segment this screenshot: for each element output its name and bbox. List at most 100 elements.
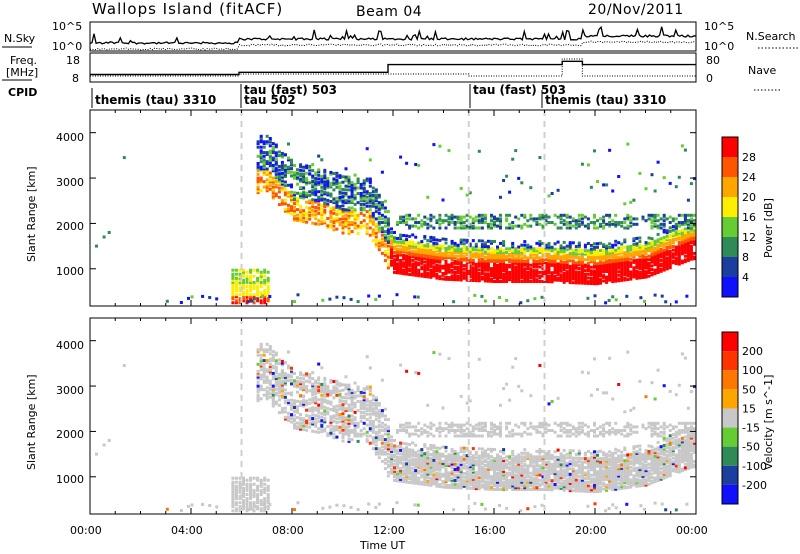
- power-cell: [541, 272, 545, 276]
- velocity-cell: [411, 472, 415, 476]
- power-cell: [496, 263, 499, 267]
- power-cell: [693, 226, 696, 230]
- power-cell: [647, 267, 651, 271]
- power-cell: [556, 267, 560, 271]
- velocity-cell: [402, 429, 406, 432]
- velocity-cell: [390, 455, 393, 459]
- power-cell: [359, 192, 363, 195]
- power-cell: [583, 265, 587, 269]
- power-cell: [468, 191, 472, 195]
- power-cell: [329, 209, 333, 212]
- power-cell: [641, 250, 645, 254]
- power-cell: [453, 270, 457, 274]
- power-cell: [462, 251, 466, 255]
- power-cell: [480, 221, 484, 224]
- power-cell: [547, 260, 551, 264]
- velocity-cell: [268, 372, 272, 376]
- velocity-cell: [459, 427, 463, 431]
- velocity-cell: [386, 425, 390, 429]
- power-cell: [568, 253, 572, 257]
- power-cell: [432, 238, 436, 242]
- velocity-cell: [277, 383, 281, 387]
- velocity-cell: [314, 388, 318, 392]
- velocity-cell: [290, 415, 293, 418]
- power-cell: [626, 269, 630, 272]
- power-cell: [468, 249, 472, 253]
- power-cell: [465, 276, 469, 280]
- power-cell: [641, 254, 645, 258]
- power-cell: [583, 243, 587, 247]
- velocity-cell: [423, 452, 427, 456]
- power-cell: [383, 237, 387, 241]
- power-cell: [408, 245, 412, 249]
- velocity-cell: [505, 484, 509, 488]
- power-cell: [577, 274, 581, 278]
- power-cell: [662, 243, 666, 247]
- power-cell: [480, 243, 484, 247]
- power-cell: [577, 213, 581, 217]
- velocity-cell: [438, 457, 442, 461]
- velocity-cell: [280, 381, 284, 385]
- power-cell: [653, 257, 657, 261]
- velocity-cell: [274, 375, 278, 379]
- power-cell: [265, 162, 269, 165]
- power-cell: [320, 182, 324, 186]
- velocity-cell: [685, 502, 689, 506]
- power-cell: [302, 212, 306, 216]
- power-cell: [390, 263, 393, 267]
- power-cell: [568, 246, 572, 250]
- power-cell: [417, 270, 421, 274]
- power-cell: [405, 222, 409, 226]
- power-cell: [505, 267, 509, 271]
- power-cell: [568, 259, 572, 263]
- velocity-cell: [411, 477, 415, 481]
- velocity-cell: [386, 439, 390, 443]
- power-cell: [402, 254, 406, 257]
- velocity-cell: [347, 414, 351, 418]
- power-cell: [490, 278, 493, 281]
- velocity-cell: [245, 509, 249, 513]
- velocity-cell: [271, 397, 275, 401]
- power-cell: [493, 217, 496, 221]
- power-cell: [565, 244, 569, 248]
- velocity-cell: [405, 449, 409, 453]
- power-cell: [280, 199, 284, 203]
- power-cell: [302, 178, 306, 182]
- power-cell: [238, 299, 242, 303]
- power-cell: [689, 250, 693, 254]
- power-cell: [665, 231, 669, 235]
- power-cell: [471, 221, 475, 224]
- power-cell: [483, 266, 487, 270]
- power-cell: [686, 239, 690, 242]
- power-cell: [256, 278, 260, 282]
- power-cell: [544, 261, 548, 265]
- velocity-cell: [414, 425, 418, 429]
- power-cell: [496, 280, 499, 283]
- power-cell: [326, 178, 330, 182]
- power-cell: [263, 280, 267, 284]
- power-cell: [541, 215, 545, 219]
- velocity-cell: [305, 386, 309, 390]
- power-cell: [547, 269, 551, 273]
- velocity-cell: [259, 484, 263, 488]
- power-cell: [614, 272, 618, 276]
- velocity-cell: [311, 417, 315, 420]
- power-cell: [234, 276, 238, 280]
- velocity-cell: [271, 393, 275, 397]
- velocity-cell: [293, 508, 296, 512]
- power-cell: [593, 247, 596, 251]
- power-cell: [641, 263, 645, 267]
- velocity-cell: [386, 430, 390, 434]
- power-cell: [271, 156, 275, 160]
- power-cell: [677, 175, 681, 179]
- power-cell: [641, 268, 645, 272]
- power-cell: [535, 222, 539, 226]
- power-cell: [674, 251, 678, 255]
- power-cell: [335, 180, 339, 184]
- power-cell: [450, 254, 454, 258]
- velocity-cell: [238, 501, 242, 505]
- power-cell: [514, 258, 518, 262]
- power-cell: [474, 268, 478, 272]
- power-cell: [659, 262, 663, 266]
- power-cell: [444, 270, 448, 274]
